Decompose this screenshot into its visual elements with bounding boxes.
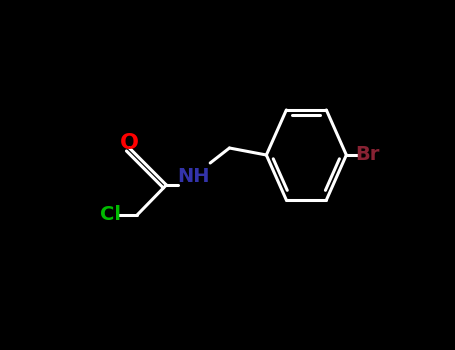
Text: Br: Br — [356, 146, 380, 164]
Text: NH: NH — [177, 168, 209, 187]
Text: O: O — [120, 133, 139, 153]
Text: Cl: Cl — [100, 205, 121, 224]
